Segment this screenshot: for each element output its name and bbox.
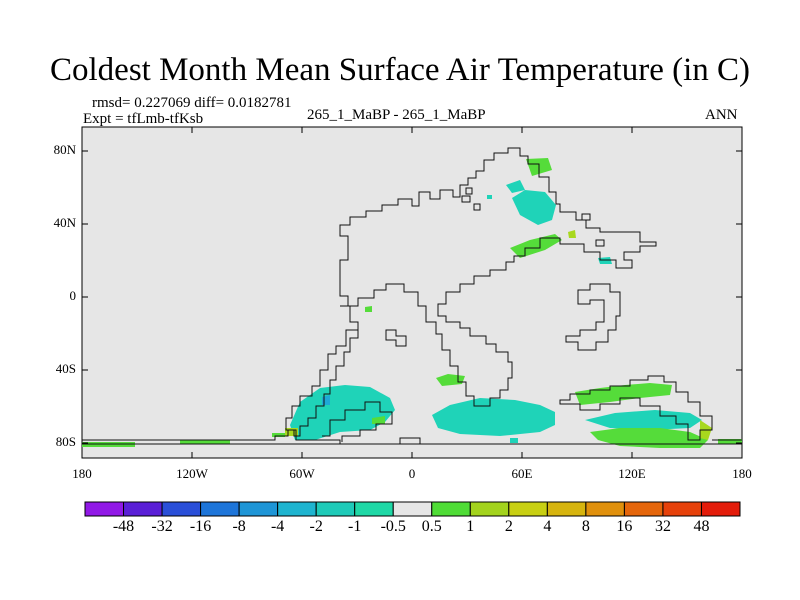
anomaly-patch	[512, 190, 556, 225]
lat-label: 80N	[53, 142, 76, 157]
anomaly-patch	[585, 410, 702, 430]
coastline-south-america	[285, 305, 359, 437]
colorbar-swatch	[546, 501, 587, 517]
lon-label: 60E	[511, 466, 533, 481]
colorbar-label: 4	[543, 518, 552, 535]
experiment-label: Expt = tfLmb-tfKsb	[83, 111, 204, 127]
lon-label: 120W	[176, 466, 208, 481]
colorbar-label: -8	[232, 518, 246, 535]
lon-label: 60W	[289, 466, 315, 481]
colorbar-swatch	[700, 501, 741, 517]
anomaly-patch	[487, 195, 492, 199]
anomaly-patches	[82, 158, 742, 448]
colorbar-swatch	[238, 501, 279, 517]
lat-label: 0	[69, 288, 77, 303]
colorbar-label: 0.5	[421, 518, 442, 535]
lon-label: 180	[732, 466, 752, 481]
lon-label: 0	[408, 466, 416, 481]
colorbar-swatch	[623, 501, 664, 517]
colorbar-swatch	[662, 501, 702, 517]
colorbar-swatch	[123, 501, 163, 517]
anomaly-patch	[575, 383, 672, 405]
lon-label: 180	[72, 466, 92, 481]
colorbar-swatch	[315, 501, 356, 517]
anomaly-patch	[432, 398, 555, 436]
colorbar-swatch	[508, 501, 548, 517]
coastline-antarctica	[82, 429, 742, 445]
colorbar-label: -16	[189, 518, 212, 535]
coastline-main	[339, 147, 657, 407]
anomaly-patch	[510, 234, 562, 258]
colorbar-label: -32	[151, 518, 173, 535]
colorbar-swatch	[392, 501, 433, 517]
colorbar-label: -4	[270, 518, 285, 535]
colorbar-label: 16	[616, 518, 633, 535]
anomaly-patch	[568, 230, 576, 238]
colorbar-label: 48	[693, 518, 710, 535]
anomaly-patch	[372, 416, 385, 424]
colorbar-swatch	[469, 501, 510, 517]
anomaly-patch	[506, 180, 525, 193]
coastline-antarctica-peninsula	[322, 401, 393, 442]
coastline-asia-arc	[565, 283, 621, 351]
anomaly-patch	[290, 385, 395, 440]
axis-ticks	[82, 127, 742, 458]
coastline-australia	[559, 375, 713, 441]
period-label: ANN	[705, 107, 738, 123]
colorbar-swatch	[161, 501, 202, 517]
anomaly-patch	[590, 428, 708, 448]
colorbar-label: 8	[581, 518, 590, 535]
colorbar-label: -1	[348, 518, 362, 535]
colorbar-swatch	[84, 501, 125, 517]
colorbar-swatch	[277, 501, 317, 517]
coastline-island	[385, 329, 407, 347]
stats-line: rmsd= 0.227069 diff= 0.0182781	[92, 95, 292, 111]
colorbar-label: -0.5	[380, 518, 406, 535]
colorbar-label: 2	[504, 518, 513, 535]
colorbar-label: 32	[654, 518, 671, 535]
colorbar-swatch	[354, 501, 394, 517]
lon-label: 120E	[618, 466, 646, 481]
center-label: 265_1_MaBP - 265_1_MaBP	[307, 107, 486, 123]
anomaly-patch	[365, 306, 372, 312]
colorbar-swatch	[431, 501, 471, 517]
anomaly-patch	[180, 440, 230, 444]
figure-title: Coldest Month Mean Surface Air Temperatu…	[50, 52, 750, 88]
coastline-north-islands	[461, 187, 605, 247]
colorbar-label: -48	[112, 518, 135, 535]
anomaly-patch	[510, 438, 518, 443]
colorbar-swatch	[585, 501, 625, 517]
colorbar-label: -2	[309, 518, 323, 535]
lat-label: 40S	[55, 361, 76, 376]
lat-label: 40N	[53, 215, 76, 230]
colorbar-label: 1	[466, 518, 475, 535]
colorbar-swatch	[200, 501, 240, 517]
lat-label: 80S	[55, 434, 76, 449]
coastlines	[82, 147, 742, 445]
